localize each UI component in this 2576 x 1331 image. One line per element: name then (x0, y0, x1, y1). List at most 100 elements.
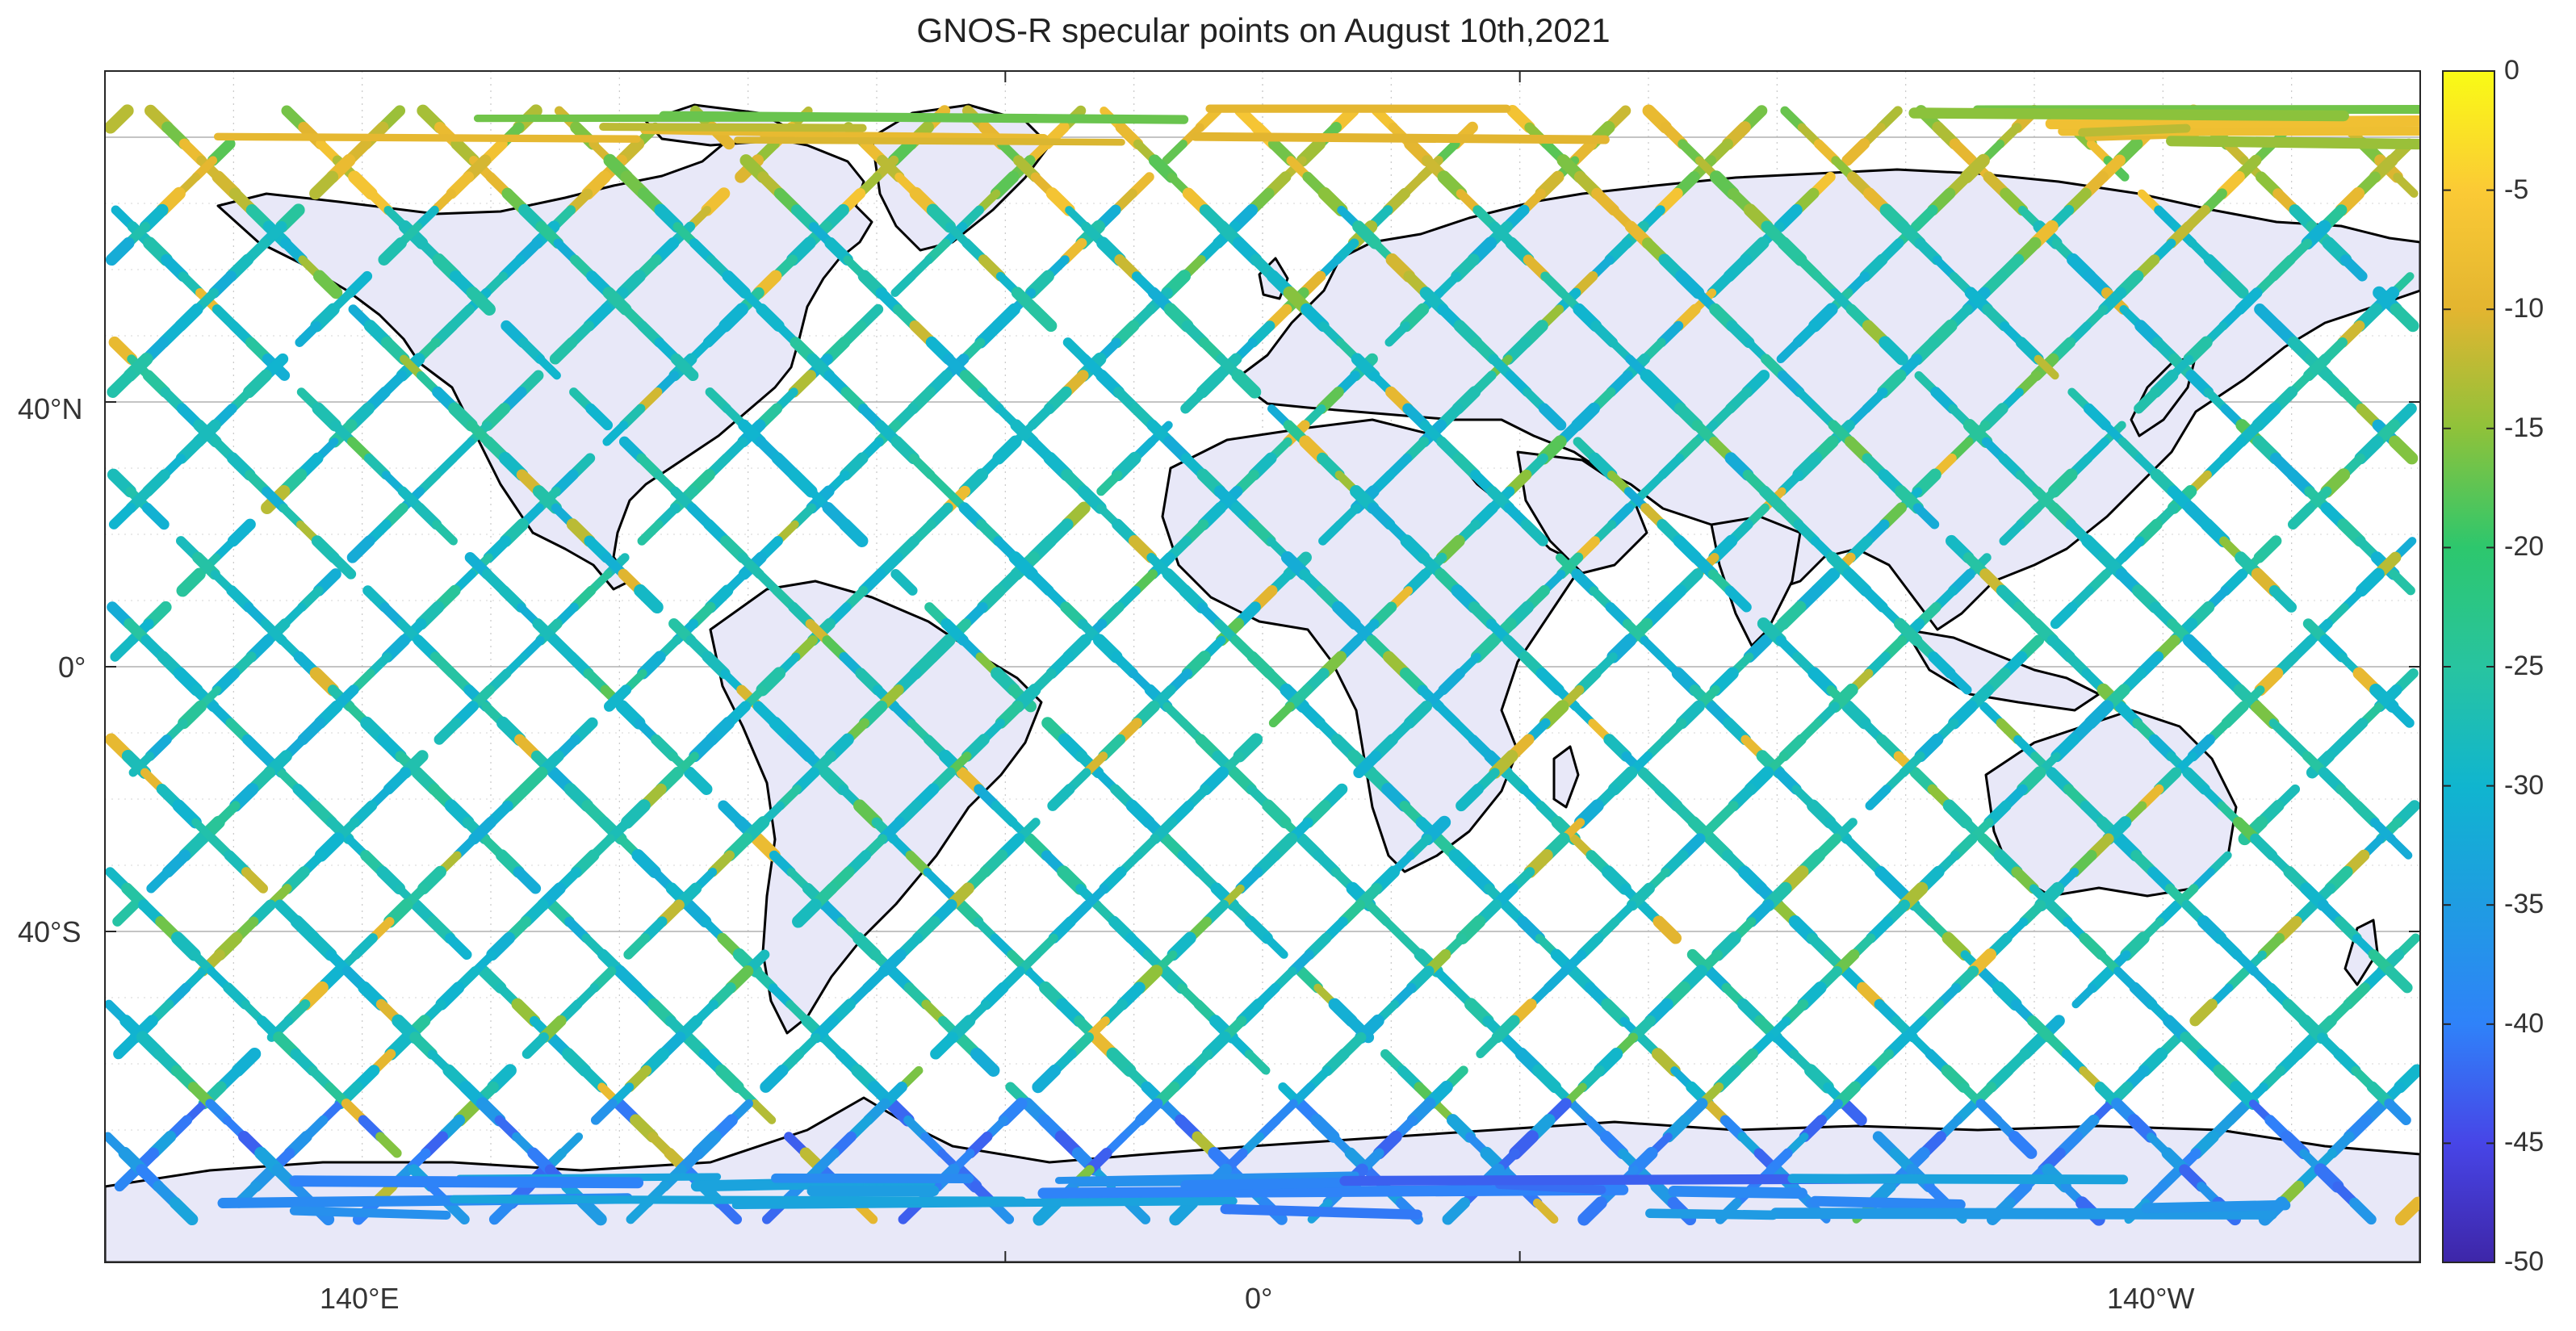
colorbar-tick-label: -10 (2504, 293, 2545, 324)
specular-track-segment (466, 286, 496, 316)
specular-track-segment (930, 1032, 958, 1060)
specular-track-segment (838, 517, 869, 547)
specular-track-segment (2071, 983, 2097, 1009)
colorbar-gradient (2442, 70, 2495, 1263)
specular-track-segment (2050, 601, 2078, 630)
specular-track-segment (2388, 435, 2419, 465)
specular-track-segment (1456, 783, 1484, 812)
specular-track-segment (488, 1197, 517, 1225)
specular-track-segment (105, 236, 135, 266)
specular-track-segment (577, 1196, 607, 1226)
specular-track-segment (1652, 915, 1682, 944)
specular-track-segment (444, 932, 472, 960)
polar-track-segment (449, 1195, 1027, 1205)
specular-track-segment (1231, 369, 1262, 399)
specular-track-segment (2189, 998, 2218, 1027)
specular-track-segment (110, 635, 137, 662)
specular-track-segment (2268, 585, 2297, 613)
specular-track-segment (378, 236, 407, 266)
specular-track-segment (107, 369, 136, 399)
specular-track-segment (2008, 1130, 2038, 1159)
specular-track-segment (2385, 965, 2413, 994)
specular-track-segment (434, 718, 462, 745)
colorbar-tick-label: -5 (2504, 174, 2529, 205)
specular-track-segment (513, 866, 542, 894)
colorbar-tick-marks (2443, 70, 2494, 1263)
specular-track-segment (141, 502, 170, 530)
polar-track-segment (1495, 1180, 1606, 1195)
specular-track-segment (2389, 569, 2415, 596)
specular-track-segment (346, 535, 375, 563)
colorbar-tick-label: -25 (2504, 651, 2545, 681)
polar-track-segment (1055, 1171, 1359, 1184)
specular-track-segment (1268, 701, 1295, 728)
polar-track-segment (1037, 1184, 1629, 1199)
specular-track-segment (2390, 303, 2419, 333)
specular-track-segment (105, 104, 134, 134)
specular-track-segment (714, 1197, 743, 1224)
specular-track-segment (1442, 1197, 1471, 1225)
specular-track-segment (792, 898, 822, 928)
madagascar-landmass (1552, 745, 1580, 809)
colorbar-tick-label: -40 (2504, 1007, 2545, 1039)
polar-track-segment (213, 132, 641, 143)
polar-track-segment (2141, 1199, 2291, 1213)
specular-track-segment (1028, 303, 1058, 333)
lon-tick-label-140w: 140°W (2107, 1282, 2195, 1315)
specular-track-segment (1532, 1198, 1559, 1224)
specular-track-segment (1096, 470, 1123, 496)
specular-track-segment (2220, 270, 2249, 299)
specular-track-segment (585, 403, 614, 431)
polar-track-segment (2045, 115, 2420, 130)
specular-track-segment (2287, 502, 2315, 530)
specular-track-segment (2384, 1098, 2411, 1125)
polar-track-segment (1809, 1195, 1966, 1210)
specular-track-segment (750, 1099, 777, 1124)
specular-track-segment (890, 271, 916, 297)
specular-track-segment (1318, 520, 1344, 546)
specular-track-segment (432, 520, 458, 546)
specular-track-segment (1169, 1196, 1199, 1226)
specular-track-segment (375, 1132, 402, 1158)
specular-track-segment (1724, 585, 1752, 613)
specular-track-segment (1577, 1196, 1607, 1226)
polar-track-segment (2078, 123, 2191, 137)
specular-track-segment (549, 337, 578, 365)
lon-tick-label-0: 0° (1245, 1282, 1273, 1315)
specular-track-segment (760, 1064, 789, 1093)
specular-track-segment (1520, 519, 1548, 546)
specular-track-segment (114, 1164, 142, 1192)
specular-track-segment (108, 503, 136, 529)
specular-track-segment (1180, 387, 1208, 414)
specular-track-segment (295, 320, 321, 347)
specular-track-segment (1912, 503, 1940, 529)
specular-track-segment (1047, 784, 1075, 811)
polar-track-segment (1668, 1186, 1807, 1199)
specular-track-segment (1384, 321, 1410, 347)
axis-tick-marks (104, 71, 2420, 1262)
specular-track-segment (1263, 933, 1288, 959)
specular-track-segment (623, 933, 651, 960)
colorbar-tick-label: -35 (2504, 889, 2545, 920)
new-zealand-landmass (2344, 919, 2379, 986)
specular-point-tracks (105, 104, 2420, 1226)
specular-track-segment (112, 900, 140, 927)
specular-track-segment (1946, 668, 1972, 695)
specular-track-segment (169, 1196, 199, 1226)
polar-track-segment (289, 1206, 451, 1220)
specular-track-segment (309, 170, 339, 200)
colorbar-tick-label: -15 (2504, 412, 2545, 443)
specular-track-segment (1776, 337, 1803, 364)
specular-track-segment (312, 270, 343, 299)
specular-track-segment (113, 1032, 141, 1060)
colorbar-tick-label: 0 (2504, 55, 2519, 86)
specular-track-segment (329, 552, 357, 580)
specular-track-segment (1162, 139, 1187, 165)
specular-track-segment (2034, 354, 2059, 380)
specular-track-segment (146, 867, 173, 894)
lat-tick-label-40n: 40°N (18, 392, 83, 425)
map-title: GNOS-R specular points on August 10th,20… (916, 11, 1611, 49)
specular-track-segment (1032, 1064, 1062, 1094)
specular-track-segment (890, 569, 918, 596)
